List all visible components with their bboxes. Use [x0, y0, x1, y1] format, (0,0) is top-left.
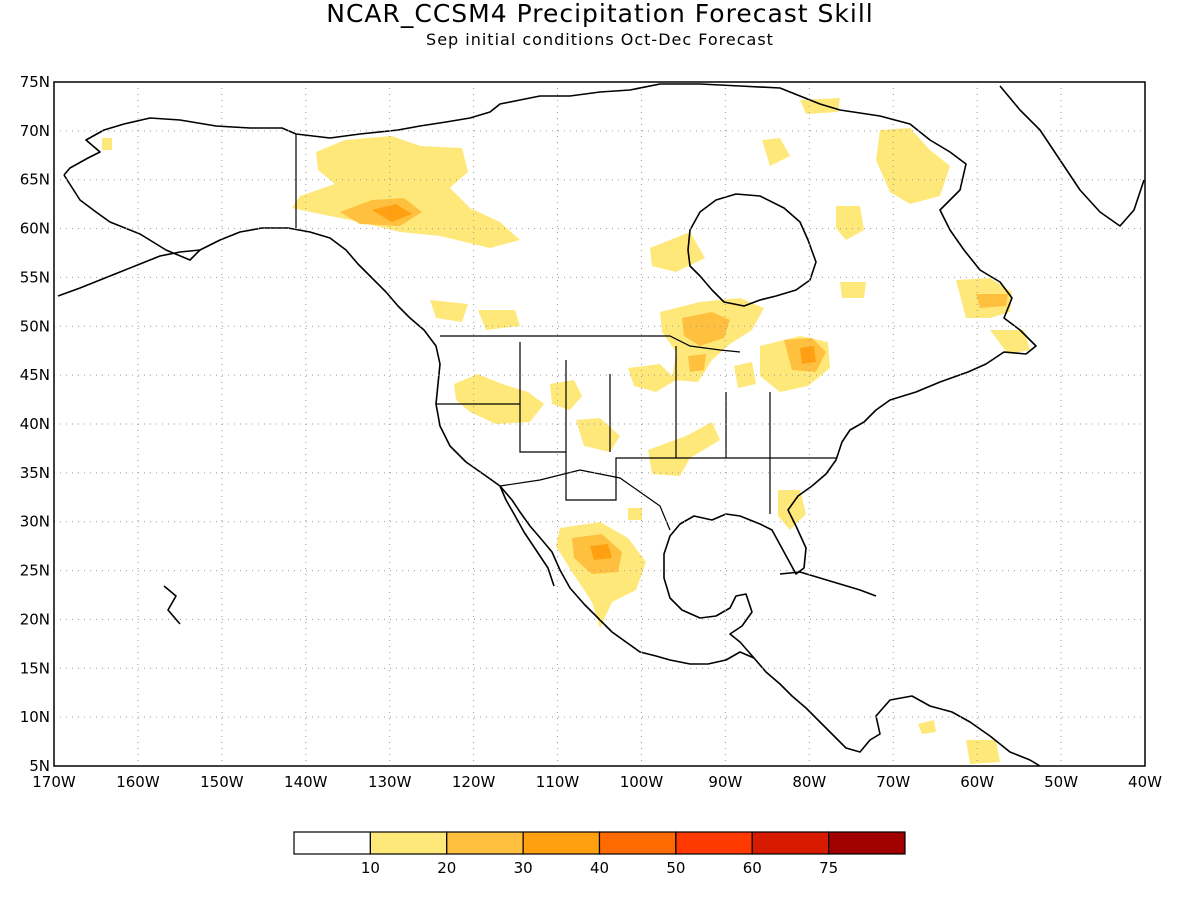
skill-region — [590, 544, 612, 560]
coastline — [687, 193, 817, 307]
skill-region — [688, 354, 706, 372]
coastline — [57, 249, 201, 297]
chart-title: NCAR_CCSM4 Precipitation Forecast Skill — [326, 0, 873, 28]
lon-tick-label: 110W — [536, 773, 580, 791]
lon-tick-label: 100W — [620, 773, 664, 791]
colorbar-swatch — [598, 831, 677, 855]
lon-tick-label: 60W — [960, 773, 994, 791]
lat-tick-label: 55N — [20, 268, 50, 286]
lat-tick-label: 10N — [20, 708, 50, 726]
skill-region — [990, 330, 1030, 354]
skill-region — [966, 740, 1000, 764]
lon-tick-label: 90W — [708, 773, 742, 791]
lon-tick-label: 40W — [1128, 773, 1162, 791]
coastline — [999, 85, 1145, 227]
skill-region — [800, 98, 840, 114]
lon-tick-label: 160W — [116, 773, 160, 791]
colorbar-label: 75 — [819, 859, 838, 877]
colorbar-swatch — [828, 831, 906, 855]
border — [436, 403, 836, 501]
lat-tick-label: 70N — [20, 122, 50, 140]
latitude-ticks: 75N 70N 65N 60N 55N 50N 45N 40N 35N 30N 25N 20N 15N 1… — [20, 73, 50, 775]
skill-region — [976, 294, 1008, 308]
colorbar-label: 60 — [743, 859, 762, 877]
border — [519, 342, 771, 514]
lon-tick-label: 170W — [32, 773, 76, 791]
lat-tick-label: 30N — [20, 513, 50, 531]
lat-tick-label: 75N — [20, 73, 50, 91]
skill-region — [876, 128, 950, 204]
skill-region — [682, 312, 730, 346]
lat-tick-label: 65N — [20, 171, 50, 189]
skill-region — [628, 508, 642, 520]
skill-region — [918, 720, 936, 734]
lat-tick-label: 20N — [20, 610, 50, 628]
skill-region — [762, 138, 790, 166]
chart-subtitle: Sep initial conditions Oct-Dec Forecast — [426, 30, 774, 49]
coastline — [779, 571, 877, 597]
skill-region — [478, 310, 520, 330]
colorbar-label: 40 — [590, 859, 609, 877]
colorbar-swatch — [522, 831, 601, 855]
colorbar-label: 30 — [514, 859, 533, 877]
border — [499, 469, 671, 531]
graticule — [54, 82, 1145, 766]
lon-tick-label: 50W — [1044, 773, 1078, 791]
lon-tick-label: 120W — [452, 773, 496, 791]
colorbar-swatch — [751, 831, 830, 855]
coastline — [163, 585, 181, 625]
lat-tick-label: 60N — [20, 220, 50, 238]
lat-tick-label: 15N — [20, 659, 50, 677]
lat-tick-label: 45N — [20, 366, 50, 384]
lat-tick-label: 40N — [20, 415, 50, 433]
skill-region — [836, 206, 864, 240]
coastline — [63, 83, 1041, 767]
borders — [295, 134, 836, 531]
colorbar-swatch — [293, 831, 371, 855]
skill-region — [650, 232, 705, 272]
colorbar-label: 20 — [437, 859, 456, 877]
lon-tick-label: 80W — [792, 773, 826, 791]
skill-region — [454, 374, 544, 424]
lat-tick-label: 25N — [20, 562, 50, 580]
skill-region — [292, 136, 520, 248]
skill-region — [628, 364, 676, 392]
colorbar-label: 50 — [666, 859, 685, 877]
lon-tick-label: 70W — [876, 773, 910, 791]
lat-tick-label: 35N — [20, 464, 50, 482]
longitude-ticks: 170W 160W 150W 140W 130W 120W 110W 100W 90W 80W 70… — [32, 773, 1162, 791]
border — [440, 335, 741, 353]
skill-region — [648, 422, 720, 476]
skill-region — [576, 418, 620, 452]
lat-tick-label: 50N — [20, 317, 50, 335]
skill-region — [430, 300, 468, 322]
colorbar-label: 10 — [361, 859, 380, 877]
colorbar-swatch — [446, 831, 524, 855]
skill-region — [372, 204, 412, 222]
lon-tick-label: 140W — [284, 773, 328, 791]
colorbar-swatch — [675, 831, 753, 855]
skill-region — [102, 138, 112, 150]
skill-region — [800, 346, 816, 364]
colorbar: 10 20 30 40 50 60 75 — [293, 831, 906, 877]
skill-region — [778, 490, 806, 530]
lon-tick-label: 130W — [368, 773, 412, 791]
map-frame — [53, 81, 1146, 767]
lon-tick-label: 150W — [200, 773, 244, 791]
skill-shading-strong — [372, 204, 816, 560]
coastline — [499, 485, 555, 587]
colorbar-swatch — [369, 831, 448, 855]
skill-region — [840, 282, 866, 298]
lat-tick-label: 5N — [29, 757, 50, 775]
